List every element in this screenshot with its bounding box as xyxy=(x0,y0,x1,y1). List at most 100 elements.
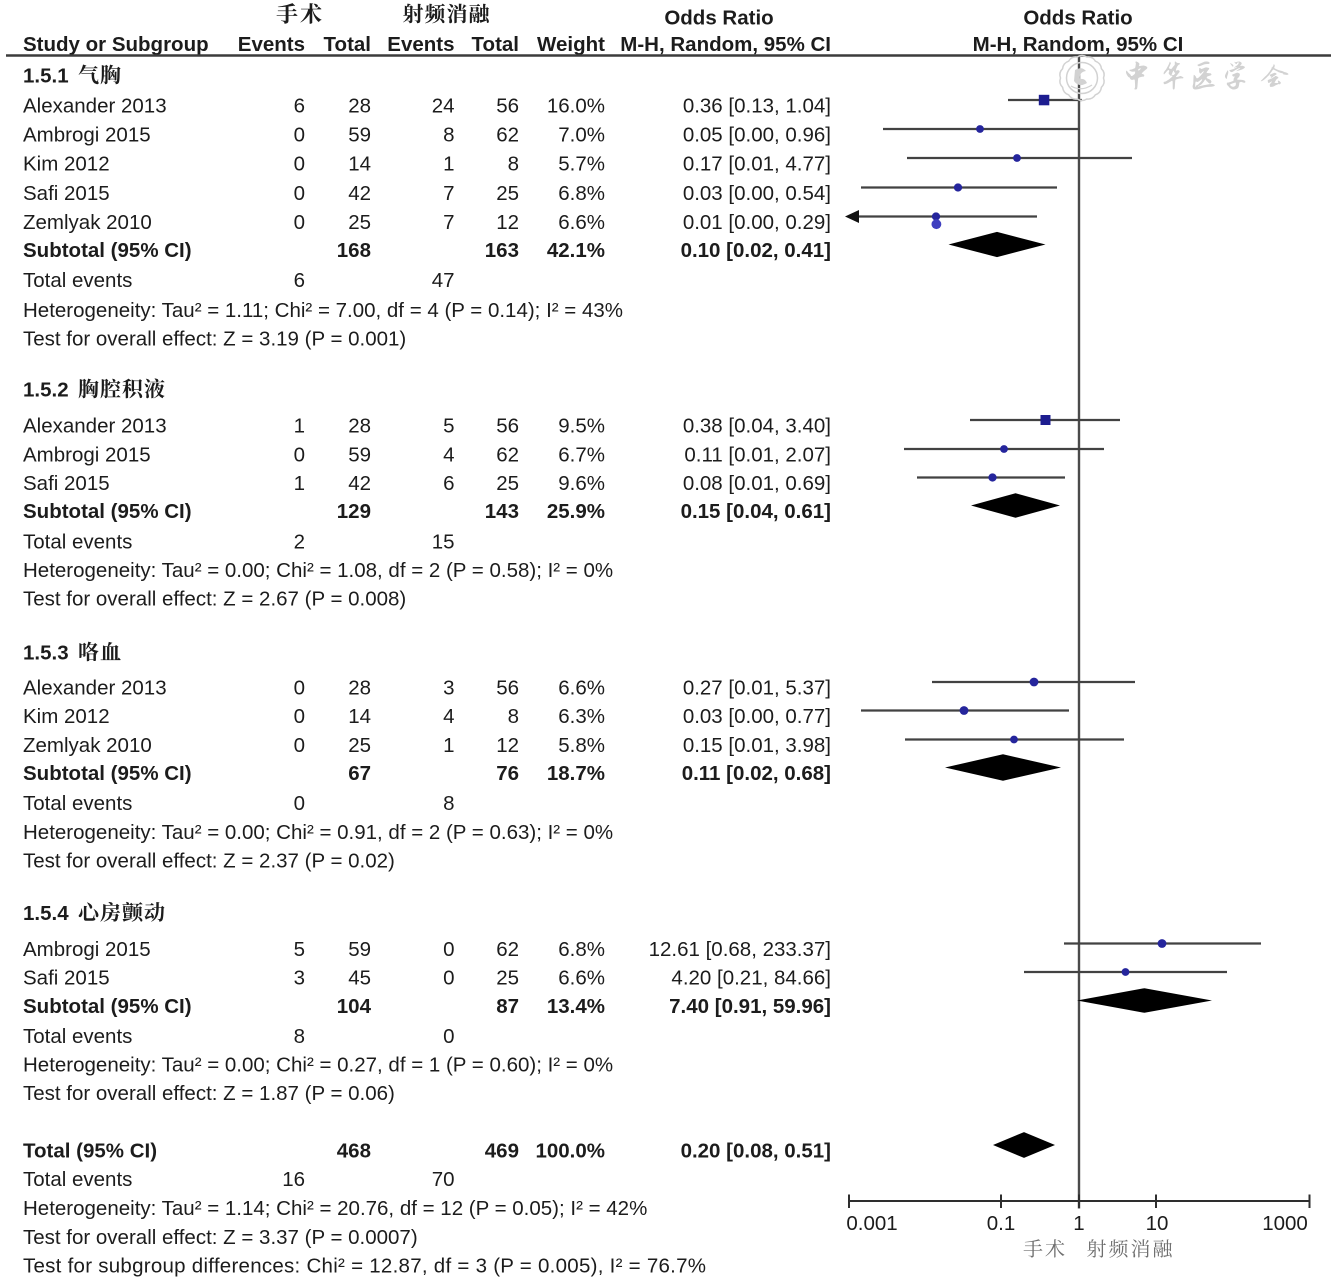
svg-text:8: 8 xyxy=(294,1025,305,1048)
svg-text:Zemlyak 2010: Zemlyak 2010 xyxy=(23,211,152,234)
svg-text:Test for subgroup differences:: Test for subgroup differences: Chi² = 12… xyxy=(23,1254,706,1277)
svg-text:0.15 [0.04, 0.61]: 0.15 [0.04, 0.61] xyxy=(681,500,831,523)
svg-text:5: 5 xyxy=(443,414,454,437)
svg-text:1.5.1: 1.5.1 xyxy=(23,64,69,87)
svg-text:Total (95% CI): Total (95% CI) xyxy=(23,1139,157,1162)
svg-text:Subtotal (95% CI): Subtotal (95% CI) xyxy=(23,995,192,1018)
svg-text:1: 1 xyxy=(1073,1212,1084,1235)
svg-text:Test for overall effect: Z = 3: Test for overall effect: Z = 3.19 (P = 0… xyxy=(23,327,406,350)
svg-text:Subtotal (95% CI): Subtotal (95% CI) xyxy=(23,239,192,262)
svg-text:56: 56 xyxy=(496,414,519,437)
svg-text:8: 8 xyxy=(443,792,454,815)
svg-text:168: 168 xyxy=(337,239,371,262)
svg-text:Heterogeneity: Tau² = 0.00; Ch: Heterogeneity: Tau² = 0.00; Chi² = 0.27,… xyxy=(23,1053,613,1076)
svg-text:6.6%: 6.6% xyxy=(558,966,605,989)
svg-text:42: 42 xyxy=(348,182,371,205)
svg-text:143: 143 xyxy=(485,500,519,523)
svg-text:1.5.4: 1.5.4 xyxy=(23,902,69,925)
svg-text:1.5.3: 1.5.3 xyxy=(23,641,69,664)
svg-text:Test for overall effect: Z = 1: Test for overall effect: Z = 1.87 (P = 0… xyxy=(23,1082,395,1105)
svg-text:6: 6 xyxy=(294,269,305,292)
svg-text:0.08 [0.01, 0.69]: 0.08 [0.01, 0.69] xyxy=(683,472,831,495)
svg-text:4: 4 xyxy=(443,705,454,728)
svg-text:56: 56 xyxy=(496,676,519,699)
svg-text:56: 56 xyxy=(496,94,519,117)
svg-text:7: 7 xyxy=(443,182,454,205)
svg-text:25: 25 xyxy=(348,211,371,234)
svg-text:28: 28 xyxy=(348,414,371,437)
svg-text:1: 1 xyxy=(443,734,454,757)
svg-text:0.10 [0.02, 0.41]: 0.10 [0.02, 0.41] xyxy=(681,239,831,262)
svg-text:Subtotal (95% CI): Subtotal (95% CI) xyxy=(23,500,192,523)
svg-text:Odds Ratio: Odds Ratio xyxy=(1023,7,1132,30)
svg-text:87: 87 xyxy=(496,995,519,1018)
svg-text:9.6%: 9.6% xyxy=(558,472,605,495)
svg-text:Ambrogi 2015: Ambrogi 2015 xyxy=(23,443,151,466)
svg-text:M-H, Random, 95% CI: M-H, Random, 95% CI xyxy=(620,33,831,56)
svg-text:Total events: Total events xyxy=(23,269,132,292)
svg-text:Test for overall effect: Z = 2: Test for overall effect: Z = 2.67 (P = 0… xyxy=(23,587,406,610)
svg-text:Total events: Total events xyxy=(23,1025,132,1048)
svg-text:0.03 [0.00, 0.54]: 0.03 [0.00, 0.54] xyxy=(683,182,831,205)
svg-text:7: 7 xyxy=(443,211,454,234)
svg-text:Total events: Total events xyxy=(23,530,132,553)
svg-text:6.3%: 6.3% xyxy=(558,705,605,728)
svg-text:0: 0 xyxy=(294,123,305,146)
svg-text:62: 62 xyxy=(496,443,519,466)
svg-text:Events: Events xyxy=(387,33,454,56)
svg-text:469: 469 xyxy=(485,1139,519,1162)
svg-text:Weight: Weight xyxy=(537,33,605,56)
svg-text:28: 28 xyxy=(348,94,371,117)
svg-text:0: 0 xyxy=(294,443,305,466)
svg-text:Test for overall effect: Z = 2: Test for overall effect: Z = 2.37 (P = 0… xyxy=(23,849,395,872)
svg-text:0.27 [0.01, 5.37]: 0.27 [0.01, 5.37] xyxy=(683,676,831,699)
svg-text:0: 0 xyxy=(443,1025,454,1048)
svg-text:468: 468 xyxy=(337,1139,371,1162)
svg-text:25.9%: 25.9% xyxy=(547,500,605,523)
svg-text:Total events: Total events xyxy=(23,1168,132,1191)
svg-text:0.11 [0.02, 0.68]: 0.11 [0.02, 0.68] xyxy=(682,762,831,785)
svg-text:Heterogeneity: Tau² = 1.14; Ch: Heterogeneity: Tau² = 1.14; Chi² = 20.76… xyxy=(23,1197,647,1220)
svg-text:13.4%: 13.4% xyxy=(547,995,605,1018)
svg-text:24: 24 xyxy=(432,94,455,117)
svg-text:Alexander 2013: Alexander 2013 xyxy=(23,94,167,117)
svg-text:0.05 [0.00, 0.96]: 0.05 [0.00, 0.96] xyxy=(683,123,831,146)
svg-text:16: 16 xyxy=(282,1168,305,1191)
svg-text:3: 3 xyxy=(294,966,305,989)
svg-text:42.1%: 42.1% xyxy=(547,239,605,262)
svg-text:12: 12 xyxy=(496,734,519,757)
svg-text:0.20 [0.08, 0.51]: 0.20 [0.08, 0.51] xyxy=(681,1139,831,1162)
svg-text:10: 10 xyxy=(1146,1212,1169,1235)
svg-text:0: 0 xyxy=(294,182,305,205)
svg-text:Alexander 2013: Alexander 2013 xyxy=(23,676,167,699)
svg-text:1: 1 xyxy=(294,472,305,495)
svg-text:5.8%: 5.8% xyxy=(558,734,605,757)
svg-text:5: 5 xyxy=(294,938,305,961)
svg-text:0: 0 xyxy=(443,938,454,961)
svg-text:59: 59 xyxy=(348,123,371,146)
svg-text:0: 0 xyxy=(294,211,305,234)
svg-text:16.0%: 16.0% xyxy=(547,94,605,117)
svg-text:7.40 [0.91, 59.96]: 7.40 [0.91, 59.96] xyxy=(669,995,831,1018)
svg-text:Alexander 2013: Alexander 2013 xyxy=(23,414,167,437)
svg-text:Heterogeneity: Tau² = 0.00; Ch: Heterogeneity: Tau² = 0.00; Chi² = 1.08,… xyxy=(23,559,613,582)
svg-text:3: 3 xyxy=(443,676,454,699)
svg-text:Events: Events xyxy=(238,33,305,56)
svg-text:Total: Total xyxy=(324,33,371,56)
svg-text:1: 1 xyxy=(443,152,454,175)
svg-text:6.8%: 6.8% xyxy=(558,938,605,961)
svg-text:0.36 [0.13, 1.04]: 0.36 [0.13, 1.04] xyxy=(683,94,831,117)
svg-text:6.8%: 6.8% xyxy=(558,182,605,205)
svg-text:2: 2 xyxy=(294,530,305,553)
svg-text:28: 28 xyxy=(348,676,371,699)
svg-text:59: 59 xyxy=(348,443,371,466)
svg-text:Ambrogi 2015: Ambrogi 2015 xyxy=(23,123,151,146)
svg-text:Total events: Total events xyxy=(23,792,132,815)
svg-text:Ambrogi 2015: Ambrogi 2015 xyxy=(23,938,151,961)
svg-text:25: 25 xyxy=(496,472,519,495)
svg-text:62: 62 xyxy=(496,938,519,961)
svg-text:Heterogeneity: Tau² = 0.00; Ch: Heterogeneity: Tau² = 0.00; Chi² = 0.91,… xyxy=(23,821,613,844)
svg-text:0.11 [0.01, 2.07]: 0.11 [0.01, 2.07] xyxy=(684,443,831,466)
svg-text:Safi 2015: Safi 2015 xyxy=(23,182,110,205)
svg-text:45: 45 xyxy=(348,966,371,989)
